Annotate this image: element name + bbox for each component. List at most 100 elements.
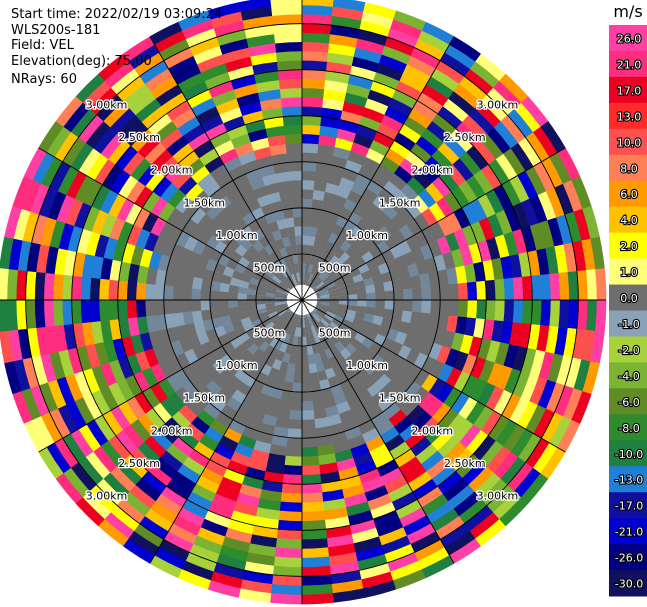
velocity-gate [341, 318, 353, 328]
velocity-gate [318, 134, 337, 147]
velocity-gate [276, 307, 287, 315]
velocity-gate [204, 155, 224, 174]
velocity-gate [352, 381, 368, 397]
velocity-gate [381, 45, 412, 65]
colorbar-swatch [609, 128, 647, 156]
velocity-gate [311, 343, 320, 355]
velocity-gate [89, 484, 118, 513]
velocity-gate [338, 251, 351, 264]
velocity-gate [118, 261, 131, 282]
velocity-gate [450, 392, 470, 415]
velocity-gate [191, 276, 203, 290]
velocity-gate [319, 291, 330, 297]
velocity-gate [326, 413, 342, 427]
velocity-gate [34, 271, 46, 300]
velocity-gate [474, 472, 501, 500]
velocity-gate [242, 250, 255, 263]
velocity-gate [215, 195, 232, 212]
velocity-gate [73, 370, 92, 398]
velocity-gate [292, 207, 303, 218]
velocity-gate [58, 222, 75, 251]
field-label: Field: VEL [11, 38, 74, 53]
velocity-gate [263, 344, 275, 357]
velocity-gate [389, 319, 402, 332]
velocity-gate [70, 461, 97, 492]
velocity-gate [241, 426, 260, 441]
velocity-gate [276, 408, 291, 420]
velocity-gate [261, 480, 283, 493]
velocity-gate [466, 429, 489, 455]
velocity-gate [253, 146, 272, 160]
velocity-gate [255, 507, 280, 521]
velocity-gate [278, 78, 303, 90]
velocity-gate [196, 172, 216, 191]
velocity-gate [453, 207, 471, 230]
velocity-gate [493, 451, 519, 480]
velocity-gate [100, 213, 118, 238]
velocity-gate [62, 433, 86, 463]
velocity-gate [256, 194, 271, 208]
velocity-gate [193, 441, 215, 460]
range-ring-label: 500m [319, 261, 351, 274]
velocity-gate [405, 235, 421, 252]
velocity-gate [558, 300, 570, 329]
velocity-gate [503, 300, 515, 323]
velocity-gate [77, 456, 104, 486]
velocity-gate [413, 213, 431, 232]
velocity-gate [171, 107, 197, 129]
velocity-gate [445, 164, 467, 187]
velocity-gate [43, 272, 55, 300]
velocity-gate [398, 124, 422, 144]
velocity-gate [416, 486, 444, 509]
velocity-gate [480, 94, 509, 122]
velocity-gate [256, 262, 268, 273]
colorbar-tick: 26.0 [617, 32, 642, 45]
velocity-gate [260, 203, 274, 216]
velocity-gate [301, 574, 332, 586]
velocity-gate [369, 139, 391, 157]
velocity-gate [302, 271, 305, 282]
velocity-gate [6, 268, 19, 300]
velocity-gate [353, 133, 374, 149]
velocity-gate [326, 324, 337, 335]
velocity-gate [501, 180, 522, 207]
velocity-gate [215, 171, 234, 189]
velocity-gate [192, 239, 207, 256]
velocity-gate [49, 219, 66, 249]
velocity-gate [455, 265, 468, 284]
velocity-gate [275, 305, 286, 312]
velocity-gate [197, 355, 213, 371]
velocity-gate [299, 318, 302, 329]
velocity-gate [274, 547, 302, 559]
velocity-gate [267, 311, 279, 319]
velocity-gate [554, 326, 569, 357]
velocity-gate [126, 299, 138, 319]
velocity-gate [311, 245, 320, 257]
velocity-gate [23, 147, 48, 181]
velocity-gate [339, 240, 352, 253]
velocity-gate [145, 315, 158, 333]
velocity-gate [307, 263, 314, 274]
velocity-gate [361, 476, 385, 494]
velocity-gate [130, 418, 152, 443]
velocity-gate [117, 400, 139, 425]
velocity-gate [557, 147, 581, 181]
velocity-gate [57, 404, 79, 434]
velocity-gate [404, 430, 426, 450]
velocity-gate [225, 258, 239, 271]
velocity-gate [425, 155, 447, 177]
velocity-gate [314, 279, 323, 288]
velocity-gate [349, 267, 362, 278]
velocity-gate [261, 413, 278, 427]
velocity-gate [502, 424, 526, 453]
velocity-gate [582, 205, 600, 240]
velocity-gate [372, 195, 389, 212]
velocity-gate [277, 69, 303, 81]
velocity-gate [157, 378, 176, 398]
velocity-gate [89, 299, 101, 323]
velocity-gate [320, 259, 330, 271]
velocity-gate [328, 232, 340, 245]
velocity-gate [290, 326, 297, 337]
velocity-gate [573, 359, 591, 392]
velocity-gate [159, 397, 179, 418]
